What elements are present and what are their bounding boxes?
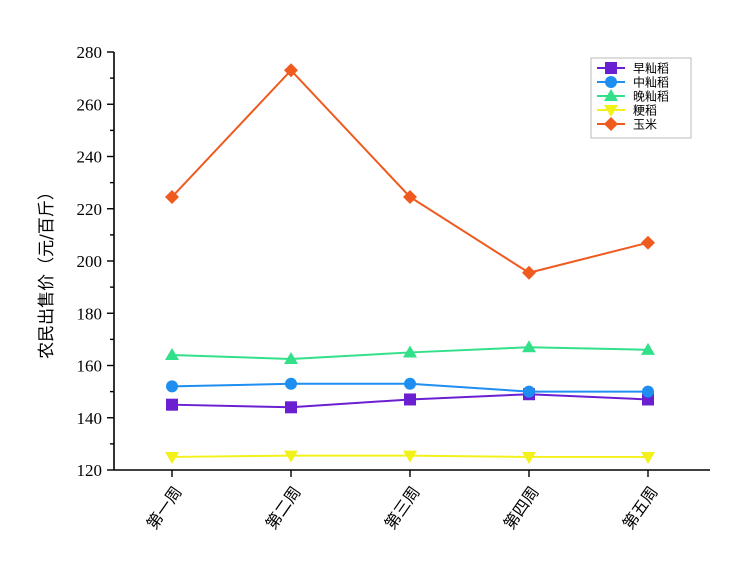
legend-marker: [604, 105, 618, 117]
x-tick-label: 第一周: [143, 483, 186, 533]
series-4: [165, 63, 655, 280]
legend-entry-label: 玉米: [633, 118, 657, 132]
legend-marker: [604, 89, 618, 101]
series-3: [165, 450, 655, 464]
y-tick-label: 160: [77, 357, 103, 376]
data-point: [403, 450, 417, 463]
data-point: [403, 345, 417, 358]
series-2: [165, 340, 655, 364]
legend-marker: [605, 62, 617, 74]
y-tick-label: 220: [77, 200, 103, 219]
y-tick-label: 240: [77, 148, 103, 167]
data-point: [522, 451, 536, 464]
y-tick-label: 260: [77, 95, 103, 114]
legend-entry-label: 晚籼稻: [633, 90, 669, 104]
y-tick-label: 280: [77, 43, 103, 62]
series-line: [171, 68, 649, 274]
data-point: [641, 235, 655, 250]
data-point: [522, 340, 536, 353]
data-point: [641, 451, 655, 464]
y-tick-label: 120: [77, 461, 103, 480]
data-point: [285, 377, 297, 390]
data-point: [522, 265, 536, 280]
data-point: [166, 380, 178, 393]
x-tick-label: 第三周: [381, 483, 424, 533]
data-point: [284, 450, 298, 463]
data-point: [641, 342, 655, 355]
data-point: [165, 451, 179, 464]
data-point: [166, 398, 178, 411]
series-1: [166, 377, 654, 398]
legend-entry-label: 中籼稻: [633, 75, 669, 90]
legend-entry-label: 粳稻: [633, 104, 657, 118]
y-tick-label: 200: [77, 252, 103, 271]
data-point: [403, 189, 417, 204]
data-point: [285, 401, 297, 414]
data-point: [284, 63, 298, 78]
y-tick-label: 180: [77, 304, 103, 323]
legend-entry-label: 早籼稻: [633, 62, 669, 76]
legend-marker: [605, 76, 617, 88]
x-tick-label: 第五周: [619, 483, 662, 533]
legend-marker: [604, 117, 618, 131]
x-tick-label: 第二周: [262, 483, 305, 533]
data-point: [284, 351, 298, 364]
data-point: [404, 393, 416, 406]
data-point: [642, 385, 654, 398]
data-point: [165, 189, 179, 204]
data-point: [523, 385, 535, 398]
x-tick-label: 第四周: [500, 483, 543, 533]
series-layer: [165, 63, 655, 464]
y-axis-title: 农民出售价（元/百斤）: [37, 183, 57, 359]
data-point: [165, 348, 179, 361]
data-point: [404, 377, 416, 390]
y-tick-label: 140: [77, 409, 103, 428]
